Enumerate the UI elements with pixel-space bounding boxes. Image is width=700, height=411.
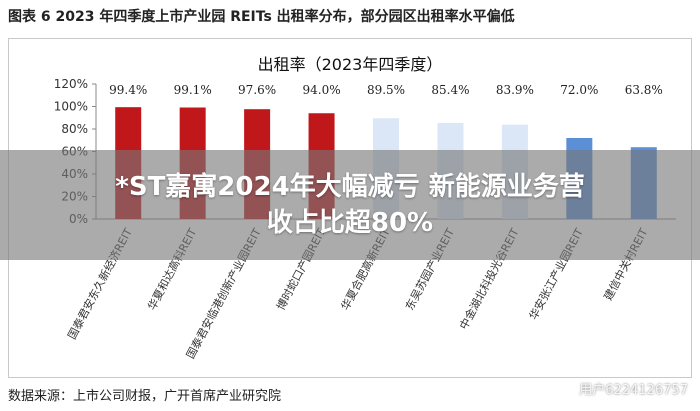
- chart-title: 出租率（2023年四季度）: [258, 55, 443, 74]
- bar-data-label: 99.4%: [109, 83, 147, 97]
- bar-data-label: 83.9%: [496, 83, 534, 97]
- bar-data-label: 72.0%: [560, 83, 598, 97]
- bar-data-label: 63.8%: [625, 83, 663, 97]
- headline-line-2: 收占比超80%: [266, 208, 434, 238]
- y-tick-label: 100%: [54, 100, 88, 114]
- bar-data-label: 97.6%: [238, 83, 276, 97]
- headline-line-1: *ST嘉寓2024年大幅减亏 新能源业务营: [115, 172, 585, 202]
- y-tick-label: 120%: [54, 77, 88, 91]
- headline-banner[interactable]: *ST嘉寓2024年大幅减亏 新能源业务营 收占比超80%: [0, 150, 700, 260]
- bar-data-label: 94.0%: [302, 83, 340, 97]
- y-tick-label: 80%: [61, 122, 88, 136]
- bar-data-label: 85.4%: [431, 83, 469, 97]
- chart-data-labels: 99.4% 99.1% 97.6% 94.0% 89.5% 85.4% 83.9% 72.0%…: [109, 83, 663, 97]
- bar-data-label: 99.1%: [174, 83, 212, 97]
- bar-data-label: 89.5%: [367, 83, 405, 97]
- figure-caption: 图表 6 2023 年四季度上市产业园 REITs 出租率分布，部分园区出租率水…: [8, 9, 515, 25]
- user-watermark: 用户6224126757: [579, 383, 688, 398]
- source-note: 数据来源：上市公司财报，广开首席产业研究院: [8, 389, 282, 404]
